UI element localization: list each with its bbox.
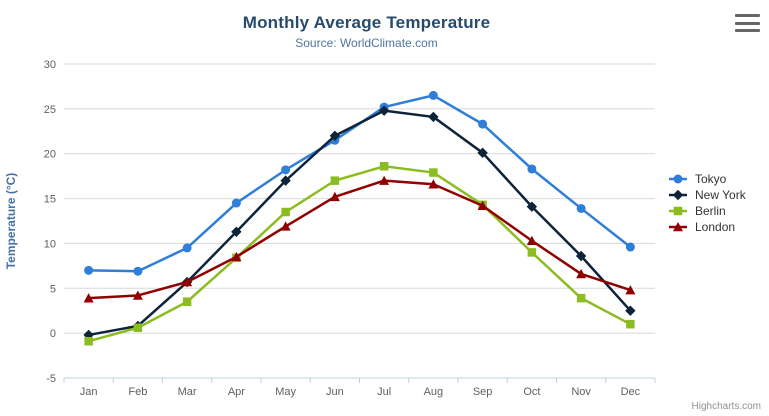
y-axis-tick-label: 20 xyxy=(44,149,56,161)
y-axis-tick-label: -5 xyxy=(46,373,56,385)
x-axis-tick-label: Apr xyxy=(228,386,245,398)
y-axis-tick-label: 25 xyxy=(44,104,56,116)
x-axis-tick-label: Jul xyxy=(377,386,391,398)
y-axis-tick-label: 30 xyxy=(44,59,56,71)
menu-bar xyxy=(735,14,760,17)
menu-bar xyxy=(735,21,760,25)
data-point-new-york-jul[interactable] xyxy=(378,105,390,116)
data-point-tokyo-may[interactable] xyxy=(281,165,291,175)
data-point-berlin-jun[interactable] xyxy=(330,176,340,185)
data-point-london-sep[interactable] xyxy=(477,200,488,211)
legend-label: Tokyo xyxy=(695,172,727,186)
data-point-tokyo-feb[interactable] xyxy=(133,266,143,276)
data-point-tokyo-mar[interactable] xyxy=(182,243,192,253)
x-axis-tick-label: Dec xyxy=(621,386,641,398)
data-point-tokyo-sep[interactable] xyxy=(478,119,488,129)
data-point-london-may[interactable] xyxy=(280,221,291,231)
legend-item-new-york[interactable]: New York xyxy=(668,188,746,202)
data-point-london-nov[interactable] xyxy=(576,268,587,279)
data-point-new-york-sep[interactable] xyxy=(477,147,488,159)
data-point-tokyo-nov[interactable] xyxy=(576,203,586,213)
legend-label: New York xyxy=(695,188,746,202)
data-point-london-jul[interactable] xyxy=(379,175,390,185)
data-point-tokyo-aug[interactable] xyxy=(428,90,438,100)
data-point-berlin-oct[interactable] xyxy=(527,248,537,257)
chart-subtitle: Source: WorldClimate.com xyxy=(295,36,438,50)
data-point-new-york-oct[interactable] xyxy=(526,201,538,212)
legend-label: Berlin xyxy=(695,204,726,218)
data-point-london-apr[interactable] xyxy=(231,251,242,262)
series-line-berlin xyxy=(87,165,632,343)
data-point-london-dec[interactable] xyxy=(625,285,636,295)
data-point-tokyo-dec[interactable] xyxy=(625,242,635,252)
data-point-berlin-dec[interactable] xyxy=(626,319,635,329)
x-axis-tick-label: Aug xyxy=(424,386,444,398)
data-point-new-york-apr[interactable] xyxy=(231,226,242,237)
data-point-berlin-aug[interactable] xyxy=(429,168,438,177)
x-axis-tick-label: Jun xyxy=(326,386,344,398)
series-line-new-york xyxy=(87,109,632,337)
data-point-london-feb[interactable] xyxy=(132,290,143,300)
menu-bar xyxy=(735,29,760,32)
x-axis-tick-label: Feb xyxy=(128,386,147,398)
highcharts-credit[interactable]: Highcharts.com xyxy=(691,401,761,412)
data-point-new-york-aug[interactable] xyxy=(428,111,439,123)
data-point-berlin-jul[interactable] xyxy=(379,162,389,171)
data-point-new-york-nov[interactable] xyxy=(575,250,587,262)
x-axis-tick-label: Mar xyxy=(178,386,197,398)
legend-symbol-diamond xyxy=(669,189,687,201)
data-point-london-aug[interactable] xyxy=(428,179,439,189)
data-point-tokyo-apr[interactable] xyxy=(231,198,241,208)
legend: Tokyo New York Berlin London xyxy=(668,172,746,234)
hamburger-menu-icon[interactable] xyxy=(735,14,760,32)
y-axis-tick-label: 5 xyxy=(50,283,56,295)
data-point-berlin-jan[interactable] xyxy=(84,336,93,346)
legend-item-berlin[interactable]: Berlin xyxy=(668,204,746,218)
data-point-london-jun[interactable] xyxy=(329,191,340,202)
legend-symbol-circle xyxy=(669,174,687,184)
legend-item-tokyo[interactable]: Tokyo xyxy=(668,172,746,186)
data-point-berlin-mar[interactable] xyxy=(182,297,192,306)
legend-symbol-square xyxy=(669,206,687,216)
data-point-new-york-dec[interactable] xyxy=(625,305,636,316)
y-axis-tick-label: 15 xyxy=(44,194,56,206)
x-axis-tick-label: Oct xyxy=(523,386,540,398)
data-point-new-york-may[interactable] xyxy=(280,175,291,186)
series-line-london xyxy=(87,179,632,300)
series-line-tokyo xyxy=(87,94,632,273)
legend-label: London xyxy=(695,220,736,234)
data-point-berlin-feb[interactable] xyxy=(133,323,143,333)
y-axis-title: Temperature (°C) xyxy=(4,173,18,270)
data-point-tokyo-jan[interactable] xyxy=(84,265,94,275)
legend-symbol-triangle xyxy=(669,222,687,232)
x-axis-tick-label: Sep xyxy=(473,386,493,398)
data-point-new-york-jun[interactable] xyxy=(329,130,341,141)
x-axis-tick-label: Nov xyxy=(571,386,591,398)
y-axis-tick-label: 10 xyxy=(44,238,56,250)
data-point-berlin-may[interactable] xyxy=(281,207,290,217)
data-point-london-jan[interactable] xyxy=(83,293,94,303)
x-axis-tick-label: May xyxy=(275,386,296,398)
legend-item-london[interactable]: London xyxy=(668,220,746,234)
x-axis-tick-label: Jan xyxy=(80,386,98,398)
y-axis-tick-label: 0 xyxy=(50,328,56,340)
data-point-london-mar[interactable] xyxy=(182,277,193,287)
data-point-london-oct[interactable] xyxy=(526,235,537,246)
data-point-berlin-nov[interactable] xyxy=(576,293,586,303)
data-point-tokyo-oct[interactable] xyxy=(527,164,537,174)
chart-title: Monthly Average Temperature xyxy=(242,13,491,32)
